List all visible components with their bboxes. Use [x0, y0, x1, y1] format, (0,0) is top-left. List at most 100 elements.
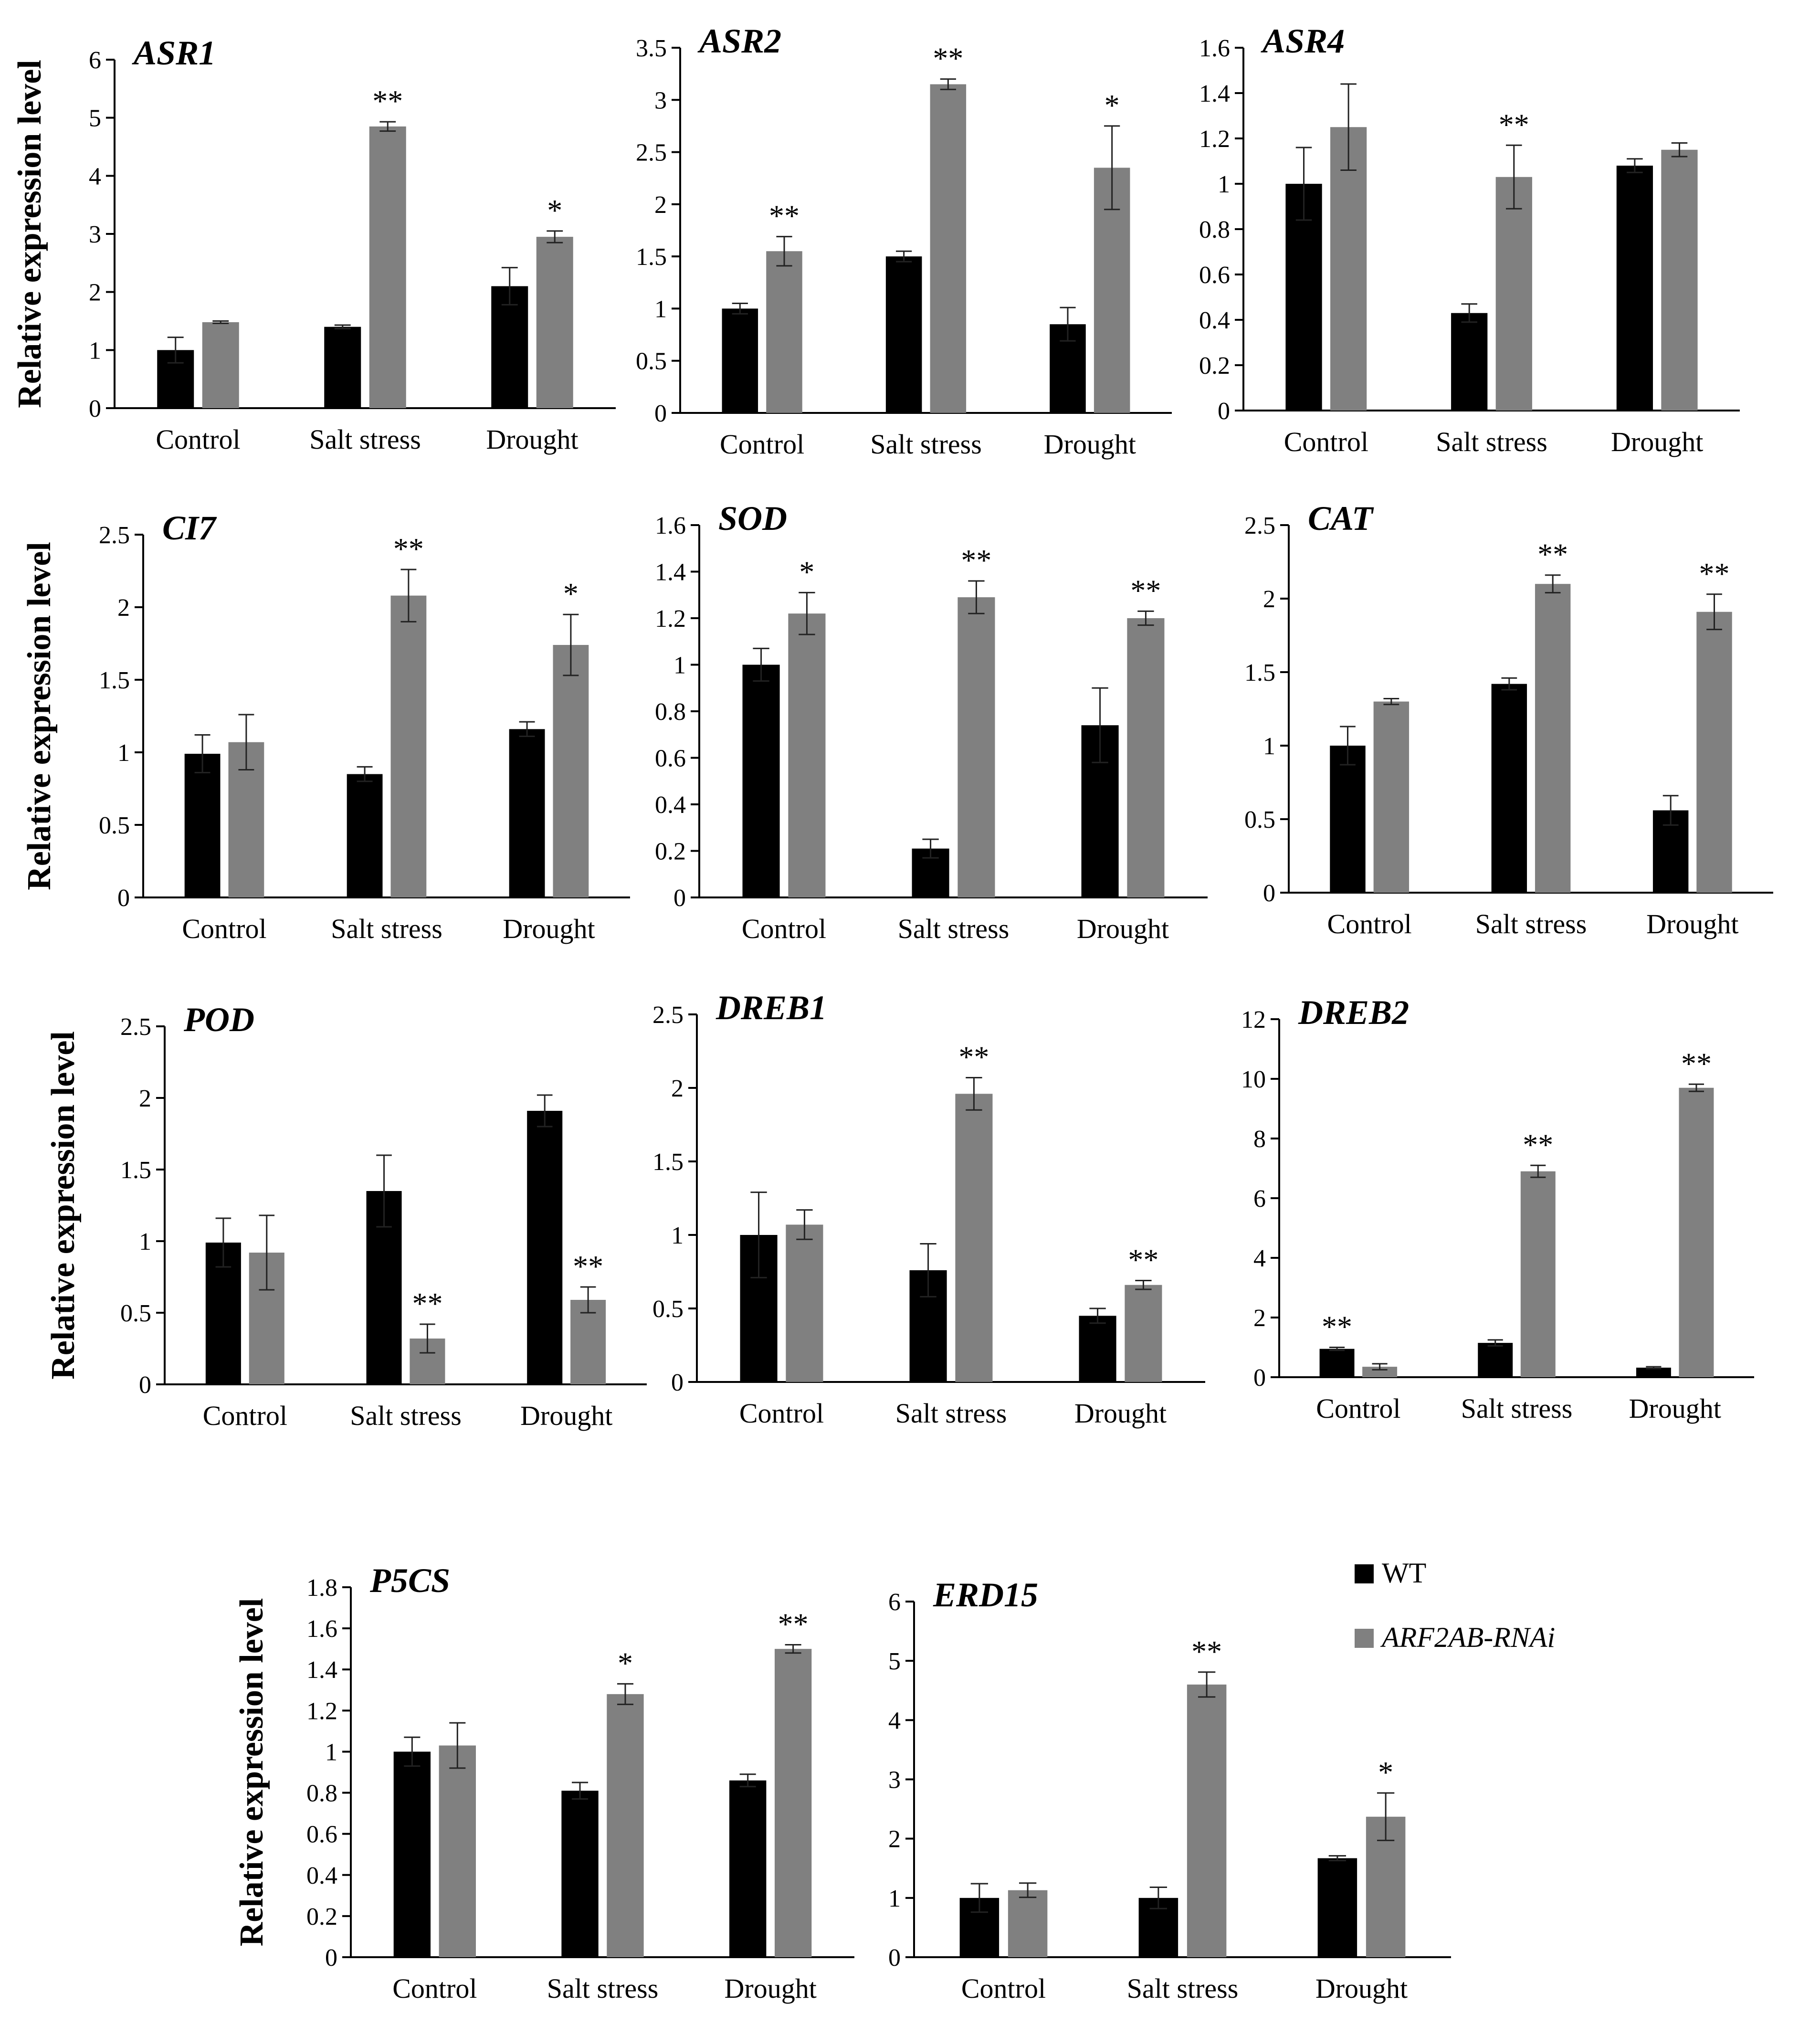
legend: WT ARF2AB-RNAi [1355, 1557, 1555, 1653]
x-category-label: Control [720, 429, 804, 460]
y-tick-label: 0.5 [652, 1296, 684, 1323]
y-tick-label: 0.8 [306, 1780, 337, 1807]
bar-rnai-control [1008, 1890, 1048, 1957]
bar-rnai-drought [536, 237, 573, 408]
y-tick-label: 0.5 [99, 812, 130, 839]
x-category-label: Drought [725, 1973, 817, 2004]
significance-marker: ** [778, 1607, 809, 1641]
x-category-label: Salt stress [895, 1398, 1007, 1429]
x-category-label: Control [156, 424, 240, 455]
chart-sod: 0 0.2 0.4 0.6 0.8 1 1.2 1.4 1.6 Control * Salt stre… [655, 499, 1208, 944]
x-category-label: Control [1327, 908, 1412, 939]
y-tick-label: 2 [1253, 1305, 1266, 1332]
y-tick-label: 2 [671, 1075, 684, 1102]
bar-rnai-drought [570, 1300, 606, 1384]
y-tick-label: 4 [89, 163, 101, 190]
y-tick-label: 1.5 [99, 667, 130, 694]
y-tick-label: 0.6 [655, 745, 686, 772]
x-category-label: Salt stress [1127, 1973, 1239, 2004]
bar-wt-control [1285, 184, 1322, 411]
significance-marker: ** [958, 1040, 989, 1074]
significance-marker: ** [933, 42, 963, 75]
chart-erd15: 0 1 2 3 4 5 6 Control Salt stress ** Drought * ERD15 [888, 1576, 1451, 2004]
bar-rnai-salt-stress [930, 84, 967, 413]
y-tick-label: 2 [654, 191, 667, 219]
y-tick-label: 0 [888, 1944, 901, 1972]
bar-rnai-drought [1696, 612, 1732, 893]
y-tick-label: 0.6 [306, 1821, 337, 1848]
bar-wt-control [722, 308, 758, 413]
x-category-label: Control [742, 913, 826, 944]
y-tick-label: 2.5 [652, 1002, 684, 1029]
significance-marker: ** [1322, 1310, 1352, 1344]
y-tick-label: 1.4 [1199, 80, 1230, 107]
y-tick-label: 1 [888, 1885, 901, 1912]
y-tick-label: 0.4 [306, 1862, 337, 1889]
bar-rnai-control [788, 613, 826, 897]
y-tick-label: 0 [117, 885, 130, 912]
bar-rnai-salt-stress [369, 126, 406, 409]
y-tick-label: 3 [888, 1767, 901, 1794]
bar-wt-salt-stress [324, 327, 361, 408]
y-tick-label: 0.8 [1199, 216, 1230, 243]
y-tick-label: 1 [1218, 171, 1230, 198]
y-tick-label: 10 [1241, 1066, 1266, 1093]
bar-rnai-drought [1661, 149, 1698, 411]
y-tick-label: 6 [888, 1589, 901, 1616]
x-category-label: Drought [1077, 913, 1169, 944]
y-tick-label: 1.4 [306, 1656, 337, 1684]
bar-rnai-drought [1679, 1087, 1714, 1377]
bar-rnai-control [766, 251, 802, 413]
y-tick-label: 1 [117, 739, 130, 767]
bar-wt-drought [509, 729, 545, 897]
bar-wt-drought [729, 1780, 767, 1957]
y-tick-label: 1.6 [655, 512, 686, 539]
chart-dreb2: 0 2 4 6 8 10 12 Control ** Salt stress ** Drought **… [1241, 993, 1754, 1424]
x-category-label: Salt stress [898, 913, 1010, 944]
x-category-label: Drought [1315, 1973, 1408, 2004]
x-category-label: Control [961, 1973, 1046, 2004]
chart-cat: 0 0.5 1 1.5 2 2.5 Control Salt stress ** Drought *… [1244, 499, 1773, 939]
significance-marker: ** [769, 199, 800, 233]
y-axis-label: Relative expression level [11, 60, 48, 408]
bar-wt-salt-stress [1491, 684, 1527, 893]
panel-title: POD [183, 1001, 254, 1039]
x-category-label: Control [739, 1398, 824, 1429]
y-tick-label: 12 [1241, 1006, 1266, 1033]
y-tick-label: 1 [1263, 733, 1275, 760]
significance-marker: ** [372, 84, 403, 118]
significance-marker: ** [1499, 107, 1529, 141]
y-tick-label: 1.5 [1244, 659, 1275, 686]
y-axis-label: Relative expression level [233, 1598, 270, 1947]
bar-rnai-salt-stress [1495, 177, 1532, 411]
bar-rnai-salt-stress [957, 597, 995, 897]
y-tick-label: 0.5 [1244, 806, 1275, 833]
bar-rnai-drought [1125, 1285, 1162, 1382]
x-category-label: Salt stress [870, 429, 982, 460]
bar-wt-drought [1636, 1368, 1671, 1377]
y-tick-label: 1 [671, 1222, 684, 1249]
y-tick-label: 4 [1253, 1245, 1266, 1272]
y-tick-label: 0.4 [655, 791, 686, 819]
bar-rnai-control [1362, 1367, 1398, 1377]
y-tick-label: 0.6 [1199, 262, 1230, 289]
x-category-label: Salt stress [309, 424, 421, 455]
y-tick-label: 2 [89, 279, 101, 306]
y-tick-label: 1.4 [655, 559, 686, 586]
significance-marker: ** [1699, 557, 1730, 590]
x-category-label: Drought [486, 424, 578, 455]
y-tick-label: 0.5 [636, 348, 667, 375]
bar-wt-control [742, 664, 780, 897]
y-tick-label: 0 [673, 885, 686, 912]
y-tick-label: 4 [888, 1707, 901, 1734]
x-category-label: Salt stress [350, 1400, 462, 1431]
significance-marker: * [1378, 1755, 1393, 1789]
legend-label: WT [1382, 1557, 1426, 1589]
significance-marker: * [563, 577, 579, 611]
y-tick-label: 0.2 [306, 1903, 337, 1930]
bar-wt-drought [527, 1111, 563, 1384]
bar-wt-control [1330, 746, 1366, 893]
bar-wt-drought [1317, 1858, 1357, 1957]
significance-marker: ** [961, 543, 991, 577]
